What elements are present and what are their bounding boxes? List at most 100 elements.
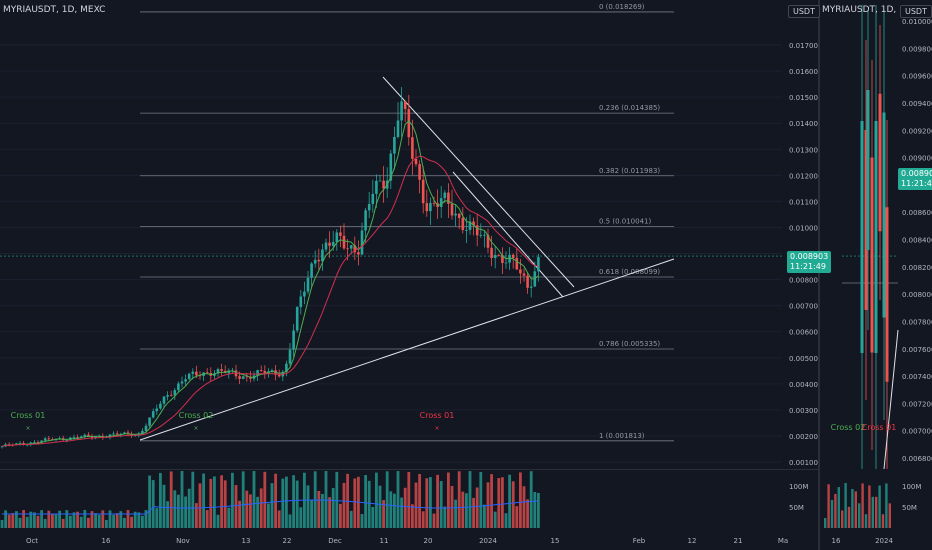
candle-body: [173, 390, 177, 396]
secondary-volume-bar: [841, 510, 844, 528]
volume-bar: [526, 499, 529, 528]
volume-bar: [0, 520, 4, 528]
price-tick-label: 0.007000: [789, 303, 822, 311]
volume-bar: [29, 511, 33, 528]
candle-body: [443, 192, 447, 199]
candle-body: [526, 275, 529, 288]
candle-body: [83, 434, 87, 437]
candle-body: [364, 210, 367, 231]
candle-body: [0, 446, 4, 448]
candle-body: [15, 443, 18, 445]
candle-body: [144, 425, 148, 431]
candle-body: [468, 221, 472, 230]
volume-bar: [367, 480, 371, 528]
time-tick-label: Oct: [26, 537, 38, 545]
fib-level-label: 0.236 (0.014385): [599, 104, 660, 112]
grid-lines: [0, 44, 782, 463]
candle-body: [310, 263, 313, 278]
secondary-volume-tick-label: 100M: [902, 483, 921, 491]
trend-lines[interactable]: [139, 76, 675, 441]
volume-bar: [306, 485, 310, 528]
time-tick-label: Dec: [328, 537, 342, 545]
time-tick-label: 20: [424, 537, 433, 545]
candle-body: [486, 234, 490, 248]
volume-bar: [112, 514, 115, 528]
volume-bar: [101, 510, 105, 528]
trend-line-support[interactable]: [139, 258, 675, 441]
candle-body: [396, 120, 400, 137]
time-axis[interactable]: Oct 16 Nov 13 22 Dec 11 20 2024 15 Feb 12 21 Ma: [26, 537, 788, 545]
candle-body: [389, 153, 393, 181]
trend-line-resistance-2[interactable]: [452, 171, 564, 298]
volume-bar: [213, 476, 216, 528]
volume-bar: [292, 475, 295, 528]
candle-body: [238, 376, 241, 379]
volume-bar: [295, 480, 299, 528]
secondary-candle-body: [866, 90, 870, 250]
volume-bar: [162, 484, 166, 528]
volume-bar: [220, 475, 223, 528]
fib-level-label: 0.382 (0.011983): [599, 167, 660, 175]
volume-bar: [281, 478, 285, 528]
volume-bar: [144, 510, 148, 528]
trend-line-resistance[interactable]: [382, 76, 575, 288]
candle-body: [162, 396, 166, 404]
volume-bar: [123, 517, 126, 528]
volume-bar: [418, 473, 421, 528]
secondary-price-tick-label: 0.008000: [902, 291, 932, 299]
volume-bar: [33, 512, 36, 528]
candle-body: [33, 442, 36, 443]
volume-bar: [324, 471, 328, 528]
secondary-volume-bar: [824, 518, 827, 528]
volume-bar: [198, 483, 202, 528]
candle-body: [411, 137, 414, 159]
pane-divider-horizontal[interactable]: [0, 469, 818, 470]
price-tick-label: 0.008000: [789, 277, 822, 285]
price-tick-label: 0.004000: [789, 381, 822, 389]
secondary-currency-badge[interactable]: USDT: [900, 5, 932, 18]
price-tick-label: 0.016000: [789, 68, 822, 76]
volume-bar: [339, 503, 342, 528]
volume-ma-line: [2, 499, 539, 515]
secondary-volume-bar: [858, 503, 861, 528]
volume-bar: [288, 514, 292, 528]
candle-body: [519, 269, 522, 274]
volume-bar: [317, 490, 321, 528]
volume-bar: [173, 490, 177, 528]
volume-bar: [519, 472, 522, 528]
secondary-volume-bar: [851, 489, 854, 528]
candle-body: [522, 273, 526, 276]
candle-body: [306, 277, 310, 292]
candle-body: [497, 255, 501, 256]
volume-bar: [396, 471, 400, 528]
price-tick-label: 0.001000: [789, 459, 822, 467]
volume-bar: [371, 506, 375, 528]
fibonacci-retracement[interactable]: 0 (0.018269) 0.236 (0.014385) 0.382 (0.011…: [140, 3, 674, 442]
volume-bar: [155, 508, 159, 528]
candle-body: [439, 198, 443, 207]
volume-bar: [475, 487, 479, 528]
candle-body: [141, 430, 144, 434]
candle-body: [349, 245, 353, 249]
volume-bar: [148, 475, 151, 528]
pane-divider-vertical[interactable]: [818, 0, 820, 550]
volume-bar: [468, 471, 472, 528]
volume-bar: [407, 471, 411, 528]
candle-body: [457, 213, 461, 218]
volume-bar: [537, 492, 540, 528]
volume-bar: [389, 491, 393, 528]
fib-level-label: 0.5 (0.010041): [599, 217, 651, 225]
signal-label: Cross 01: [11, 411, 46, 420]
candle-body: [159, 403, 162, 409]
volume-bar: [90, 511, 94, 528]
candle-body: [187, 373, 191, 380]
volume-bar: [22, 510, 25, 528]
volume-bar: [36, 515, 40, 528]
candle-body: [43, 438, 47, 441]
currency-badge[interactable]: USDT: [788, 5, 820, 18]
